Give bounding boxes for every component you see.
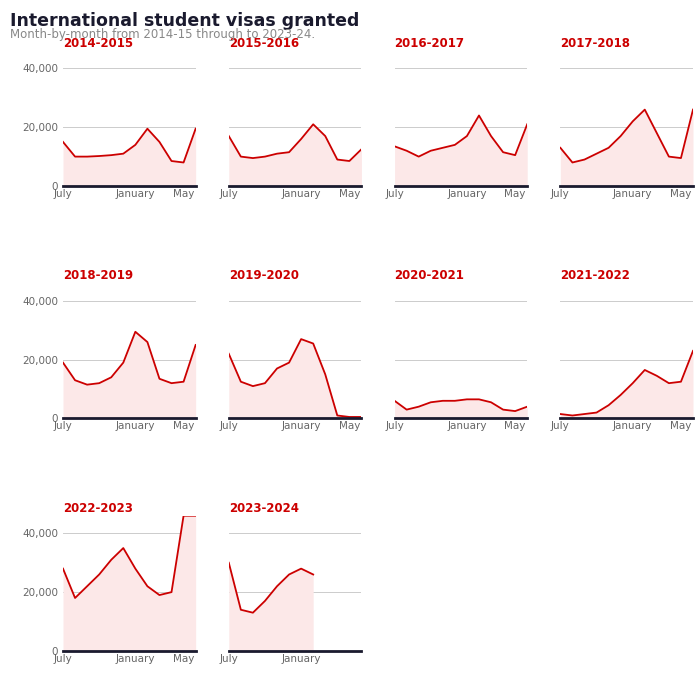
Text: 2015-2016: 2015-2016 bbox=[229, 37, 299, 49]
Text: 2023-2024: 2023-2024 bbox=[229, 502, 299, 515]
Text: 2018-2019: 2018-2019 bbox=[63, 269, 133, 282]
Text: 2020-2021: 2020-2021 bbox=[395, 269, 465, 282]
Text: 2019-2020: 2019-2020 bbox=[229, 269, 299, 282]
Text: International student visas granted: International student visas granted bbox=[10, 12, 360, 30]
Text: 2021-2022: 2021-2022 bbox=[561, 269, 630, 282]
Text: 2016-2017: 2016-2017 bbox=[395, 37, 465, 49]
Text: 2017-2018: 2017-2018 bbox=[561, 37, 631, 49]
Text: 2022-2023: 2022-2023 bbox=[63, 502, 133, 515]
Text: 2014-2015: 2014-2015 bbox=[63, 37, 133, 49]
Text: Month-by-month from 2014-15 through to 2023-24.: Month-by-month from 2014-15 through to 2… bbox=[10, 28, 316, 41]
